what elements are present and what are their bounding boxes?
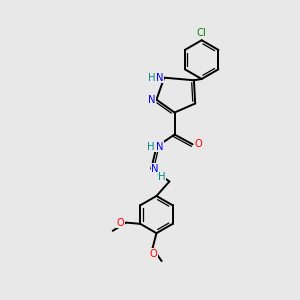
Text: O: O (117, 218, 124, 228)
Text: H: H (148, 73, 155, 83)
Text: N: N (156, 73, 163, 83)
Text: H: H (147, 142, 154, 152)
Text: H: H (158, 172, 166, 182)
Text: O: O (150, 249, 158, 259)
Text: Cl: Cl (197, 28, 206, 38)
Text: N: N (156, 142, 163, 152)
Text: N: N (148, 94, 156, 105)
Text: N: N (152, 164, 159, 174)
Text: O: O (194, 139, 202, 149)
